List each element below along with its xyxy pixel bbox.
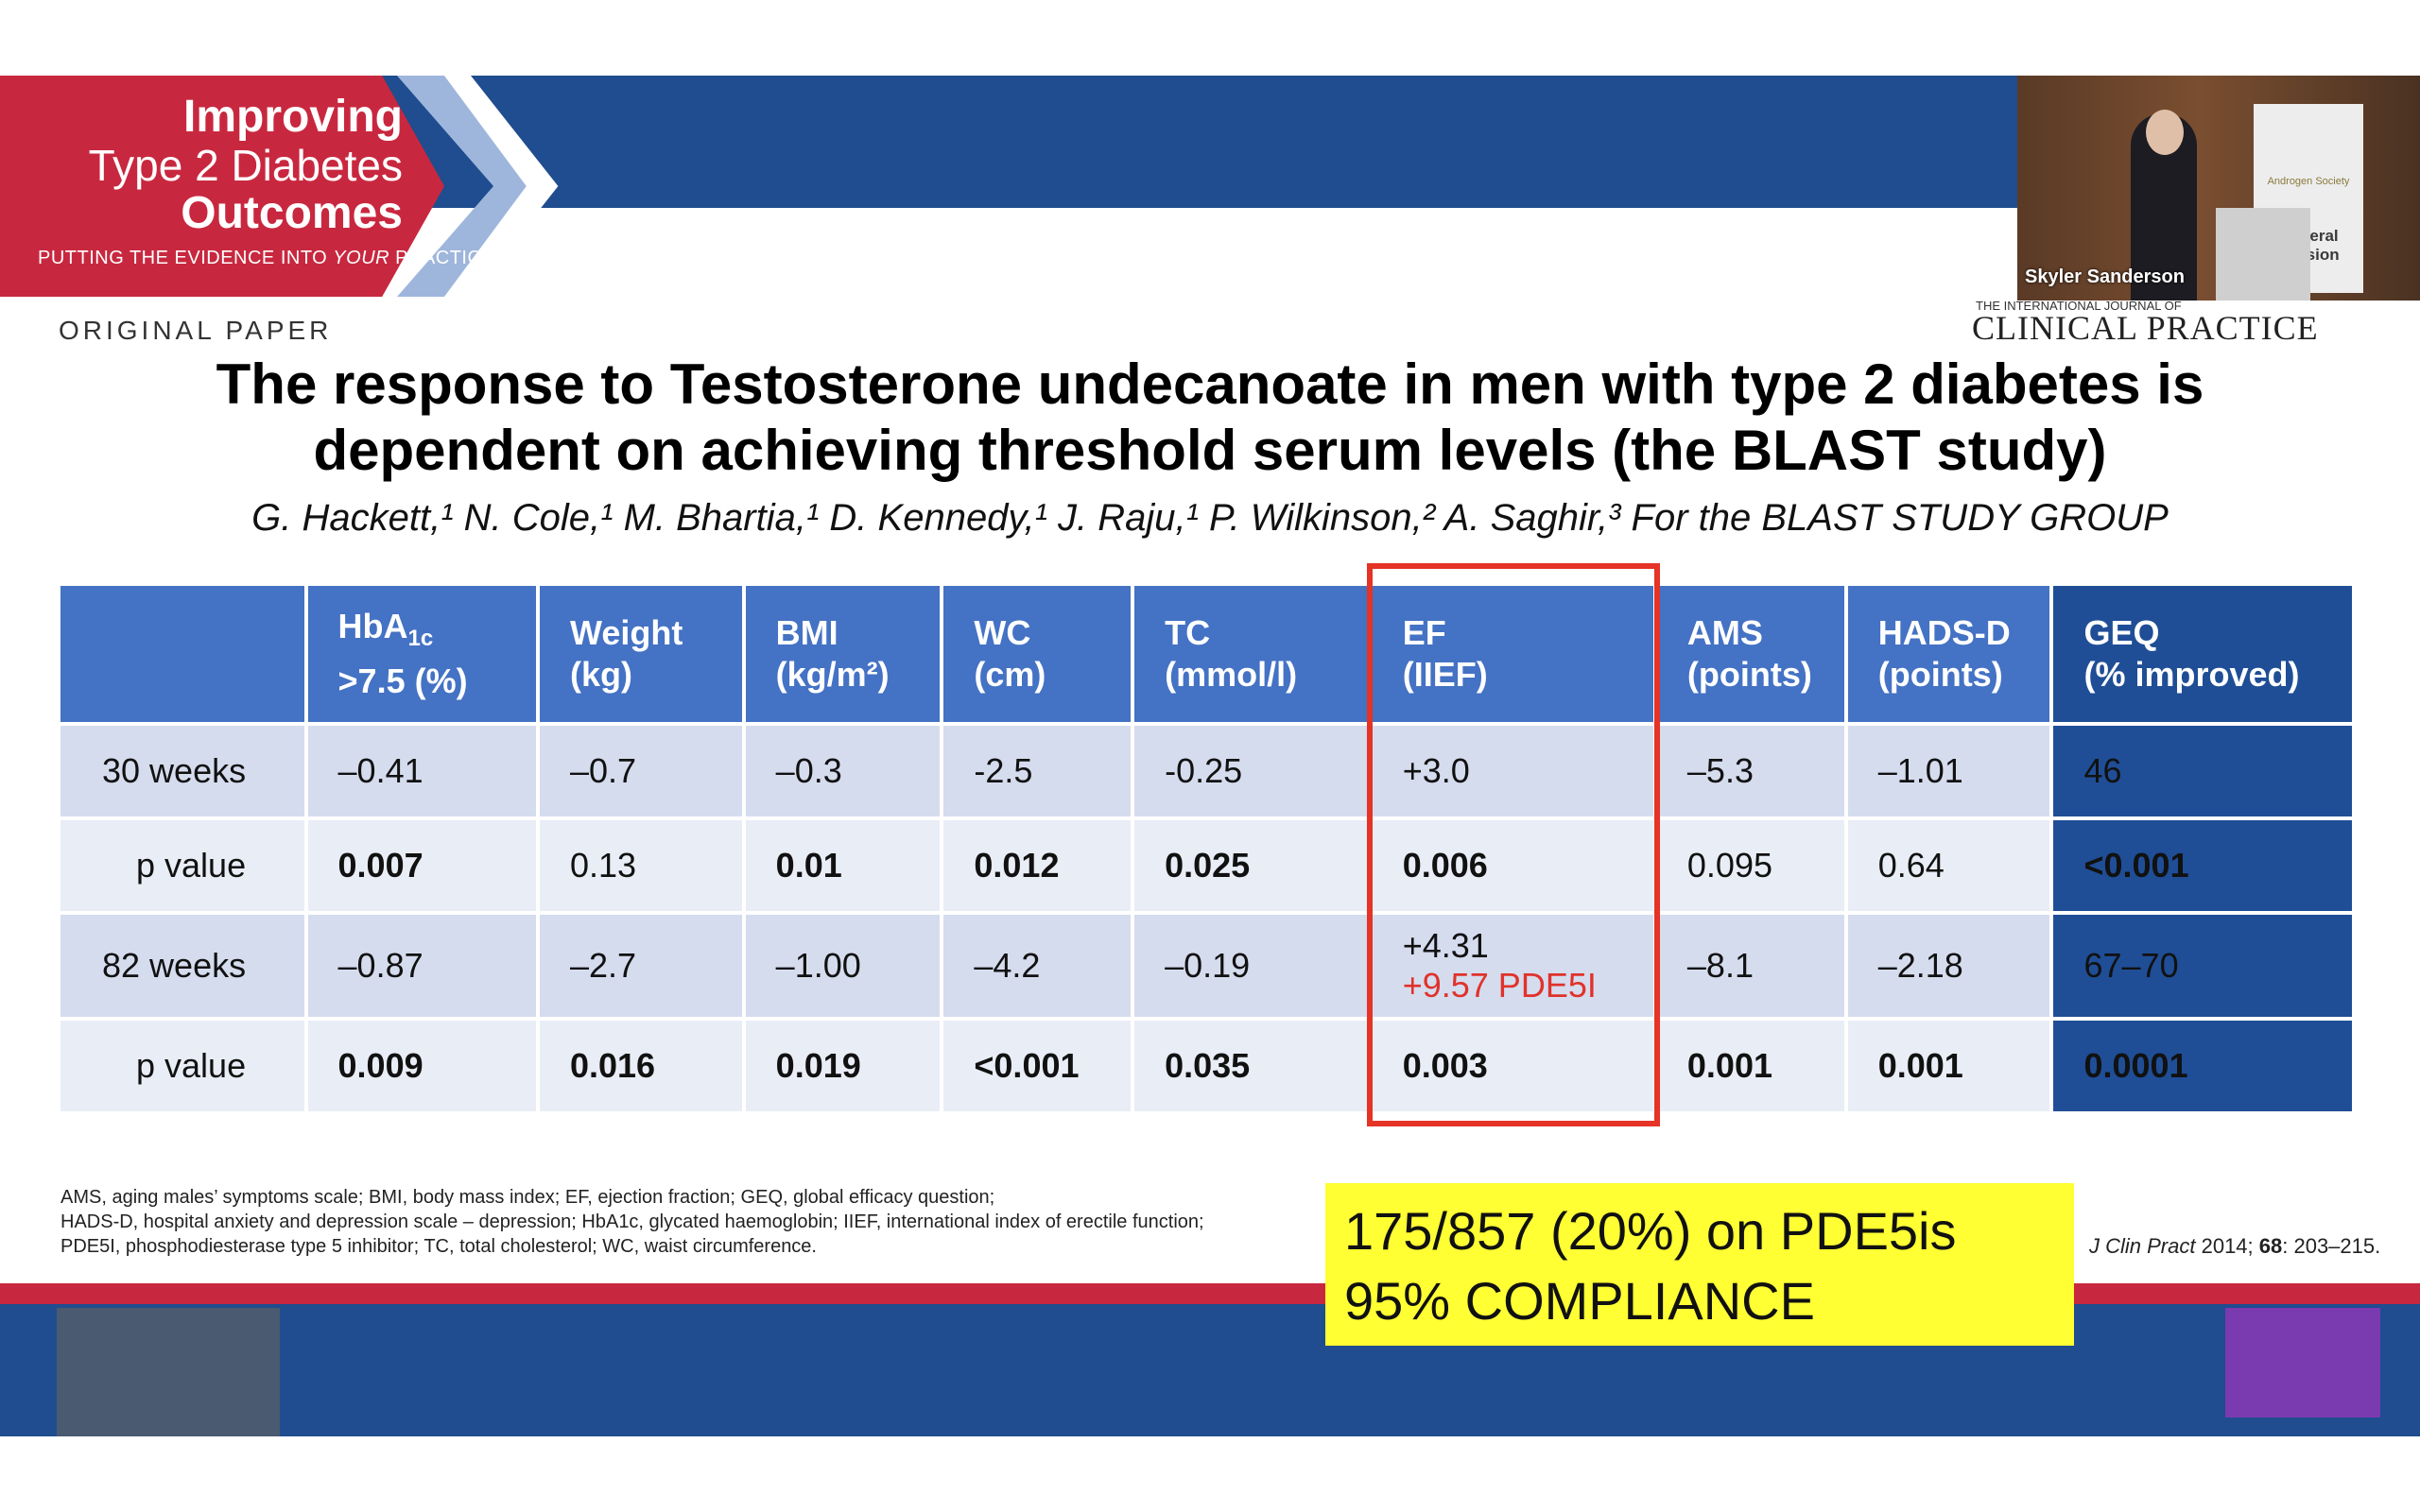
header-ef: EF (IIEF): [1372, 586, 1653, 722]
cell-ef-value: +4.31: [1402, 926, 1489, 965]
header-bmi: BMI (kg/m²): [745, 586, 941, 722]
journal-subtitle: THE INTERNATIONAL JOURNAL OF: [1976, 299, 2182, 313]
paper-title-line-2: dependent on achieving threshold serum l…: [313, 419, 2107, 482]
cell-hba1c: 0.007: [307, 820, 536, 911]
cell-wc: –4.2: [943, 915, 1132, 1017]
header-hba1c: HbA1c >7.5 (%): [307, 586, 536, 722]
speaker-head: [2146, 110, 2184, 155]
brand-tagline: PUTTING THE EVIDENCE INTO YOUR PRACTICE: [38, 248, 495, 268]
cell-hba1c: 0.009: [307, 1021, 536, 1111]
podium: [2216, 208, 2310, 301]
table-row-30-weeks: 30 weeks –0.41 –0.7 –0.3 -2.5 -0.25 +3.0…: [60, 726, 2352, 816]
callout-line-2: 95% COMPLIANCE: [1344, 1271, 1815, 1331]
table-footnote: AMS, aging males’ symptoms scale; BMI, b…: [60, 1185, 1327, 1259]
brand-line-3: Outcomes: [181, 188, 403, 238]
row-label: p value: [60, 1021, 304, 1111]
cell-weight: –2.7: [539, 915, 742, 1017]
cell-ef: +3.0: [1372, 726, 1653, 816]
ef-column-highlight-box: [1367, 563, 1660, 1126]
footnote-line-3: PDE5I, phosphodiesterase type 5 inhibito…: [60, 1236, 817, 1257]
cell-hba1c: –0.41: [307, 726, 536, 816]
speaker-name-label: Skyler Sanderson: [2025, 266, 2185, 287]
cell-ef: +4.31 +9.57 PDE5I: [1372, 915, 1653, 1017]
cell-bmi: 0.019: [745, 1021, 941, 1111]
brand-line-2: Type 2 Diabetes: [88, 141, 403, 190]
brand-line-1: Improving: [182, 92, 403, 142]
cell-hads-d: –1.01: [1847, 726, 2050, 816]
table-row-p-value-30: p value 0.007 0.13 0.01 0.012 0.025 0.00…: [60, 820, 2352, 911]
cell-ams: 0.001: [1656, 1021, 1844, 1111]
journal-name: CLINICAL PRACTICE: [1972, 309, 2319, 347]
cell-geq: 67–70: [2053, 915, 2352, 1017]
cell-ams: –8.1: [1656, 915, 1844, 1017]
cell-hads-d: 0.001: [1847, 1021, 2050, 1111]
cell-wc: -2.5: [943, 726, 1132, 816]
row-label: 82 weeks: [60, 915, 304, 1017]
cell-wc: <0.001: [943, 1021, 1132, 1111]
header-wc: WC (cm): [943, 586, 1132, 722]
callout-line-1: 175/857 (20%) on PDE5is: [1344, 1201, 1957, 1261]
video-banner-logo: Androgen Society: [2267, 176, 2350, 187]
table-header-row: HbA1c >7.5 (%) Weight (kg) BMI (kg/m²) WC (c…: [60, 586, 2352, 722]
cell-bmi: 0.01: [745, 820, 941, 911]
section-label: ORIGINAL PAPER: [59, 316, 333, 345]
cell-ef: 0.006: [1372, 820, 1653, 911]
header-geq: GEQ (% improved): [2053, 586, 2352, 722]
cell-hba1c: –0.87: [307, 915, 536, 1017]
cell-bmi: –1.00: [745, 915, 941, 1017]
cell-ams: –5.3: [1656, 726, 1844, 816]
cell-tc: -0.25: [1134, 726, 1369, 816]
row-label: p value: [60, 820, 304, 911]
row-label: 30 weeks: [60, 726, 304, 816]
cell-hads-d: 0.64: [1847, 820, 2050, 911]
table-row-82-weeks: 82 weeks –0.87 –2.7 –1.00 –4.2 –0.19 +4.…: [60, 915, 2352, 1017]
footnote-line-1: AMS, aging males’ symptoms scale; BMI, b…: [60, 1187, 995, 1208]
header-weight: Weight (kg): [539, 586, 742, 722]
cell-geq: <0.001: [2053, 820, 2352, 911]
header-ams: AMS (points): [1656, 586, 1844, 722]
cell-geq: 46: [2053, 726, 2352, 816]
cell-geq: 0.0001: [2053, 1021, 2352, 1111]
header-hads-d: HADS-D (points): [1847, 586, 2050, 722]
cell-tc: 0.025: [1134, 820, 1369, 911]
table-row-p-value-82: p value 0.009 0.016 0.019 <0.001 0.035 0…: [60, 1021, 2352, 1111]
paper-title: The response to Testosterone undecanoate…: [57, 352, 2363, 484]
cell-weight: 0.13: [539, 820, 742, 911]
cell-weight: –0.7: [539, 726, 742, 816]
speaker-video-feed[interactable]: Androgen Society General Session Skyler …: [2017, 76, 2420, 301]
cell-weight: 0.016: [539, 1021, 742, 1111]
cell-tc: 0.035: [1134, 1021, 1369, 1111]
cell-ef-pde5i: +9.57 PDE5I: [1402, 966, 1597, 1005]
footer-purple-block: [2225, 1308, 2380, 1418]
cell-hads-d: –2.18: [1847, 915, 2050, 1017]
footer-grey-block: [57, 1308, 280, 1436]
cell-tc: –0.19: [1134, 915, 1369, 1017]
paper-title-line-1: The response to Testosterone undecanoate…: [216, 352, 2204, 416]
header-empty: [60, 586, 304, 722]
paper-authors: G. Hackett,¹ N. Cole,¹ M. Bhartia,¹ D. K…: [251, 497, 2169, 539]
pde5i-callout: 175/857 (20%) on PDE5is 95% COMPLIANCE: [1325, 1183, 2074, 1346]
results-table: HbA1c >7.5 (%) Weight (kg) BMI (kg/m²) WC (c…: [57, 582, 2356, 1115]
cell-wc: 0.012: [943, 820, 1132, 911]
cell-ams: 0.095: [1656, 820, 1844, 911]
brand-panel: [0, 76, 444, 297]
citation: J Clin Pract 2014; 68: 203–215.: [2089, 1234, 2381, 1258]
footnote-line-2: HADS-D, hospital anxiety and depression …: [60, 1211, 1204, 1232]
cell-ef: 0.003: [1372, 1021, 1653, 1111]
cell-bmi: –0.3: [745, 726, 941, 816]
header-tc: TC (mmol/l): [1134, 586, 1369, 722]
